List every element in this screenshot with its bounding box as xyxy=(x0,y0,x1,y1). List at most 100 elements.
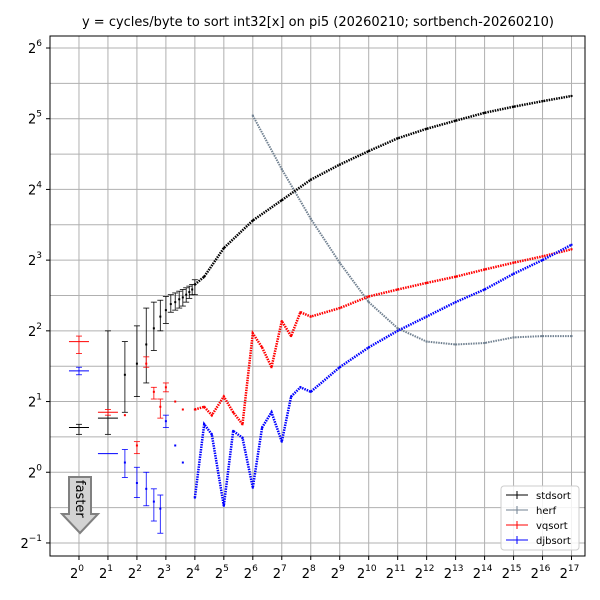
legend-label: herf xyxy=(536,506,557,517)
x-tick-label: 26 xyxy=(244,564,258,582)
faster-annotation: faster xyxy=(59,476,101,535)
djbsort-point xyxy=(270,411,273,414)
djbsort-point xyxy=(135,482,138,485)
herf-point xyxy=(367,301,370,304)
legend-item-stdsort: stdsort xyxy=(506,491,571,502)
stdsort-point xyxy=(309,178,312,181)
djbsort-point xyxy=(222,504,225,507)
stdsort-point xyxy=(181,296,184,299)
stdsort-point xyxy=(152,327,155,330)
stdsort-point xyxy=(185,293,188,296)
x-tick-label: 25 xyxy=(215,564,229,582)
x-tick-label: 217 xyxy=(560,564,580,582)
djbsort-point xyxy=(570,243,573,246)
x-tick-label: 211 xyxy=(386,564,406,582)
vqsort-point xyxy=(222,395,225,398)
djbsort-point xyxy=(367,346,370,349)
stdsort-point xyxy=(191,288,194,291)
vqsort-point xyxy=(152,390,155,393)
djbsort-point xyxy=(425,315,428,318)
vqsort-point xyxy=(483,268,486,271)
stdsort-point xyxy=(145,343,148,346)
herf-point xyxy=(396,327,399,330)
x-tick-label: 20 xyxy=(70,564,84,582)
y-tick-label: 21 xyxy=(28,393,42,411)
chart-title: y = cycles/byte to sort int32[x] on pi5 … xyxy=(82,15,554,30)
djbsort-point xyxy=(174,444,177,447)
legend-item-herf: herf xyxy=(506,506,557,517)
vqsort-point xyxy=(261,346,264,349)
series-djbsort xyxy=(68,243,573,534)
x-tick-label: 212 xyxy=(415,564,435,582)
herf-point xyxy=(309,217,312,220)
stdsort-point xyxy=(159,315,162,318)
x-tick-label: 23 xyxy=(157,564,171,582)
djbsort-point xyxy=(123,461,126,464)
stdsort-point xyxy=(280,199,283,202)
x-axis: 20 21 22 23 24 25 26 27 28 29 210 211 212 213 214 215 21… xyxy=(70,556,579,582)
stdsort-point xyxy=(193,283,196,286)
djbsort-point xyxy=(483,288,486,291)
stdsort-point xyxy=(164,309,167,312)
djbsort-point xyxy=(145,487,148,490)
djbsort-point xyxy=(541,259,544,262)
x-tick-label: 29 xyxy=(331,564,345,582)
vqsort-point xyxy=(367,295,370,298)
vqsort-point xyxy=(454,275,457,278)
x-tick-label: 213 xyxy=(444,564,464,582)
series-layer xyxy=(68,94,573,534)
plot-frame xyxy=(49,35,586,557)
vqsort-point xyxy=(251,332,254,335)
vqsort-point xyxy=(210,414,213,417)
herf-point xyxy=(338,261,341,264)
djbsort-point xyxy=(152,500,155,503)
djbsort-point xyxy=(193,496,196,499)
y-tick-label: 24 xyxy=(28,180,42,198)
grid xyxy=(50,36,585,556)
x-tick-label: 215 xyxy=(502,564,522,582)
vqsort-point xyxy=(232,411,235,414)
vqsort-point xyxy=(512,261,515,264)
djbsort-point xyxy=(299,386,302,389)
stdsort-point xyxy=(178,298,181,301)
djbsort-point xyxy=(232,429,235,432)
vqsort-point xyxy=(309,315,312,318)
djbsort-point xyxy=(396,329,399,332)
vqsort-point xyxy=(425,281,428,284)
djbsort-point xyxy=(164,420,167,423)
y-tick-label: 26 xyxy=(28,39,42,57)
stdsort-point xyxy=(169,303,172,306)
vqsort-point xyxy=(193,408,196,411)
vqsort-point xyxy=(396,288,399,291)
y-axis: 2−1 20 21 22 23 24 25 26 xyxy=(20,39,50,552)
x-tick-label: 216 xyxy=(531,564,551,582)
stdsort-trail xyxy=(194,94,572,286)
stdsort-point xyxy=(188,291,191,294)
y-tick-label: 22 xyxy=(28,322,42,340)
series-vqsort xyxy=(68,248,573,455)
djbsort-point xyxy=(159,507,162,510)
herf-point xyxy=(512,336,515,339)
herf-point xyxy=(483,342,486,345)
x-tick-label: 24 xyxy=(186,564,200,582)
stdsort-point xyxy=(512,105,515,108)
djbsort-point xyxy=(454,301,457,304)
vqsort-point xyxy=(159,405,162,408)
faster-arrow xyxy=(59,476,101,535)
vqsort-point xyxy=(280,320,283,323)
vqsort-point xyxy=(123,414,126,417)
djbsort-point xyxy=(210,433,213,436)
herf-point xyxy=(570,335,573,338)
legend-label: vqsort xyxy=(536,521,568,532)
djbsort-point xyxy=(241,436,244,439)
stdsort-point xyxy=(425,127,428,130)
stdsort-point xyxy=(123,373,126,376)
series-stdsort xyxy=(68,94,573,435)
stdsort-point xyxy=(454,119,457,122)
vqsort-point xyxy=(174,400,177,403)
legend-box xyxy=(500,485,580,551)
y-tick-label: 2−1 xyxy=(20,534,42,552)
vqsort-point xyxy=(338,307,341,310)
stdsort-point xyxy=(541,100,544,103)
